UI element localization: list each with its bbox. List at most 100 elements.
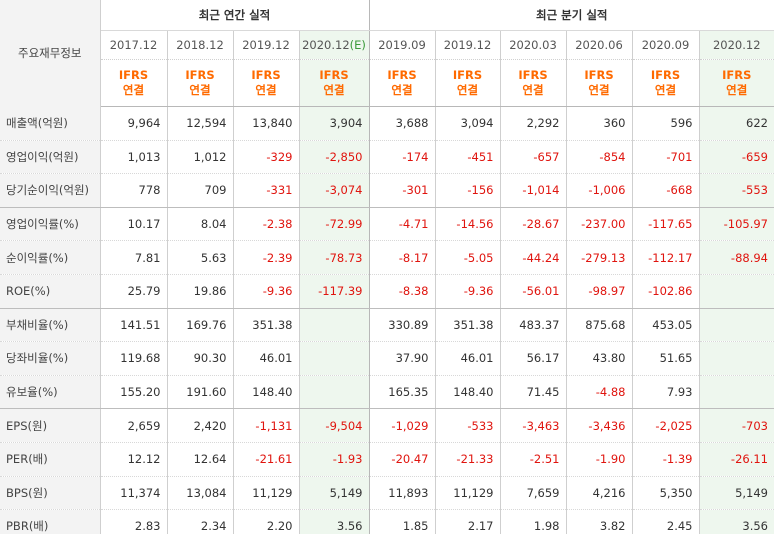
table-cell: -156 xyxy=(434,173,500,208)
table-row: 당기순이익(억원) 778 709 -331 -3,074 -301 -156 -1,014-… xyxy=(0,173,774,208)
table-cell: -8.17 xyxy=(368,240,435,275)
table-cell: 1.98 xyxy=(499,509,566,534)
table-cell: 9,964 xyxy=(99,106,167,141)
period-header: 2018.12 xyxy=(166,30,233,60)
table-cell: -44.24 xyxy=(499,240,566,275)
row-label: PER(배) xyxy=(0,442,101,477)
table-cell: 4,216 xyxy=(565,476,632,511)
table-cell: 778 xyxy=(99,173,167,208)
consolidated-label: 연결 xyxy=(726,83,748,97)
ifrs-label: IFRS 연결 xyxy=(434,59,500,107)
table-cell: -2.51 xyxy=(499,442,566,477)
table-cell: -1,131 xyxy=(232,408,299,443)
table-cell: 5.63 xyxy=(166,240,233,275)
consolidated-label: 연결 xyxy=(456,83,479,97)
table-cell: 8.04 xyxy=(166,207,233,242)
table-cell: 875.68 xyxy=(565,308,632,343)
table-cell: 622 xyxy=(698,106,774,141)
table-cell: 5,350 xyxy=(631,476,699,511)
table-cell: 169.76 xyxy=(166,308,233,343)
consolidated-label: 연결 xyxy=(522,83,544,97)
table-cell: 12.64 xyxy=(166,442,233,477)
table-cell: 2.17 xyxy=(434,509,500,534)
table-cell: 11,129 xyxy=(434,476,500,511)
row-label: 당기순이익(억원) xyxy=(0,173,101,208)
consolidated-label: 연결 xyxy=(189,83,211,97)
table-row: BPS(원) 11,374 13,084 11,129 5,149 11,893 11,12… xyxy=(0,476,774,511)
table-cell: 11,893 xyxy=(368,476,435,511)
row-label: 영업이익(억원) xyxy=(0,140,101,175)
table-cell xyxy=(698,341,774,376)
table-cell: 11,129 xyxy=(232,476,299,511)
table-cell: 7,659 xyxy=(499,476,566,511)
annual-section-title: 최근 연간 실적 xyxy=(100,0,369,31)
table-cell: -2.38 xyxy=(232,207,299,242)
table-cell: 11,374 xyxy=(99,476,167,511)
period-header: 2020.09 xyxy=(631,30,699,60)
table-cell: -9,504 xyxy=(298,408,369,443)
table-cell: -20.47 xyxy=(368,442,435,477)
table-cell: 3,094 xyxy=(434,106,500,141)
consolidated-label: 연결 xyxy=(255,83,277,97)
period-label: 2020.12 xyxy=(302,38,350,52)
row-label: ROE(%) xyxy=(0,274,101,309)
table-cell: 1.85 xyxy=(368,509,435,534)
table-cell: -1.39 xyxy=(631,442,699,477)
consolidated-label: 연결 xyxy=(323,83,345,97)
period-header: 2019.12 xyxy=(232,30,299,60)
table-cell: 10.17 xyxy=(99,207,167,242)
table-cell: 148.40 xyxy=(434,375,500,410)
table-cell: -9.36 xyxy=(434,274,500,309)
table-cell: -21.33 xyxy=(434,442,500,477)
ifrs-label: IFRS 연결 xyxy=(565,59,632,107)
table-cell: -533 xyxy=(434,408,500,443)
table-cell: -102.86 xyxy=(631,274,699,309)
ifrs-standard: IFRS xyxy=(650,68,681,82)
row-label: 영업이익률(%) xyxy=(0,207,101,242)
table-cell: -331 xyxy=(232,173,299,208)
ifrs-label: IFRS 연결 xyxy=(166,59,233,107)
row-label: 당좌비율(%) xyxy=(0,341,101,376)
ifrs-label: IFRS 연결 xyxy=(499,59,566,107)
table-cell: -14.56 xyxy=(434,207,500,242)
table-cell xyxy=(698,375,774,410)
ifrs-standard: IFRS xyxy=(319,68,349,82)
period-label: 2019.09 xyxy=(378,38,426,52)
table-cell: -9.36 xyxy=(232,274,299,309)
table-cell: 46.01 xyxy=(232,341,299,376)
ifrs-label: IFRS 연결 xyxy=(368,59,435,107)
table-row: ROE(%) 25.79 19.86 -9.36 -117.39 -8.38 -9.36 -5… xyxy=(0,274,774,309)
table-cell: 56.17 xyxy=(499,341,566,376)
ifrs-standard: IFRS xyxy=(118,68,149,82)
table-cell: -701 xyxy=(631,140,699,175)
table-cell: -78.73 xyxy=(298,240,369,275)
table-cell: 165.35 xyxy=(368,375,435,410)
period-header: 2019.12 xyxy=(434,30,500,60)
table-cell: 351.38 xyxy=(232,308,299,343)
ifrs-label: IFRS 연결 xyxy=(631,59,699,107)
table-cell: 2,420 xyxy=(166,408,233,443)
ifrs-label: IFRS 연결 xyxy=(99,59,167,107)
period-header: 2020.03 xyxy=(499,30,566,60)
table-cell: -2,850 xyxy=(298,140,369,175)
table-cell: 46.01 xyxy=(434,341,500,376)
row-label: BPS(원) xyxy=(0,476,101,511)
consolidated-label: 연결 xyxy=(122,83,145,97)
table-cell: 7.81 xyxy=(99,240,167,275)
table-cell: 596 xyxy=(631,106,699,141)
ifrs-label: IFRS 연결 xyxy=(698,59,774,107)
table-cell: -72.99 xyxy=(298,207,369,242)
table-row: PER(배) 12.12 12.64 -21.61 -1.93 -20.47 -21.33-… xyxy=(0,442,774,477)
period-label: 2017.12 xyxy=(109,38,158,52)
period-label: 2019.12 xyxy=(443,38,492,52)
table-cell: -301 xyxy=(368,173,435,208)
table-cell: 2.34 xyxy=(166,509,233,534)
table-cell: 483.37 xyxy=(499,308,566,343)
table-cell: -21.61 xyxy=(232,442,299,477)
table-cell: 3,688 xyxy=(368,106,435,141)
table-cell: -237.00 xyxy=(565,207,632,242)
ifrs-standard: IFRS xyxy=(185,68,215,82)
table-cell: 141.51 xyxy=(99,308,167,343)
table-cell: -174 xyxy=(368,140,435,175)
